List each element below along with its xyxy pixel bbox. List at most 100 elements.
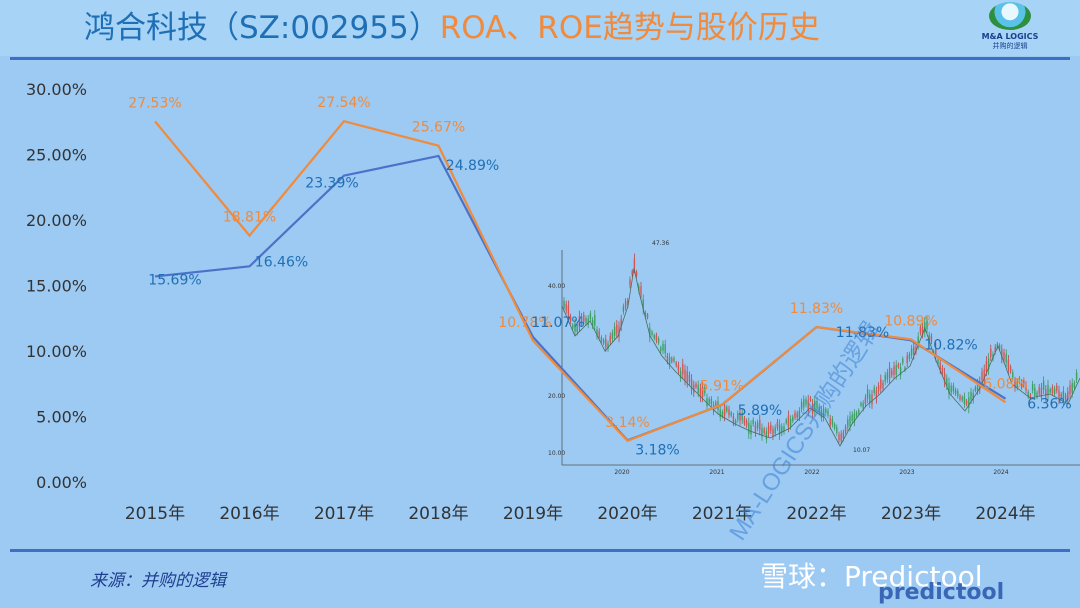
candle-body (772, 429, 774, 437)
candle-body (818, 406, 820, 413)
candle-body (954, 389, 957, 394)
candle-body (649, 327, 651, 338)
candle-body (754, 425, 757, 433)
page-title: 鸿合科技（SZ:002955）ROA、ROE趋势与股价历史 (84, 8, 820, 48)
candle-body (781, 426, 783, 434)
candle-body (682, 363, 684, 375)
candle-body (822, 408, 825, 418)
candle-body (899, 367, 902, 376)
inset-y-tick: 20.00 (548, 393, 565, 400)
candle-body (759, 419, 761, 431)
roa-roe-chart: 40.00 20.00 10.00 2020 2021 2022 2023 2024 47.36… (26, 80, 1080, 545)
inset-x-tick: 2020 (614, 469, 629, 476)
y-tick-label: 25.00% (26, 146, 87, 165)
candle-body (976, 382, 979, 392)
y-axis: 0.00% 5.00% 10.00% 15.00% 20.00% 25.00% 30.00% (26, 80, 87, 492)
candle-body (913, 346, 915, 356)
candle-body (613, 326, 616, 336)
candle-body (943, 372, 946, 383)
candle-body (811, 403, 814, 414)
candle-body (708, 398, 710, 404)
candle-body (851, 414, 853, 421)
moving-average-line (561, 267, 1080, 447)
candle-body (919, 327, 922, 333)
candle-body (877, 385, 880, 392)
candle-body (600, 337, 603, 342)
candle-body (679, 371, 682, 379)
candle-body (565, 303, 567, 311)
inset-x-tick: 2023 (899, 469, 914, 476)
candle-body (622, 306, 625, 312)
candle-body (829, 418, 831, 426)
candle-body (594, 315, 596, 326)
candle-body (710, 398, 713, 405)
candle-body (1042, 380, 1045, 390)
candle-body (770, 424, 772, 431)
candle-body (569, 316, 572, 322)
title-company: 鸿合科技（SZ:002955） (84, 10, 440, 46)
candle-body (987, 358, 990, 370)
candle-body (578, 315, 581, 327)
candle-body (620, 318, 622, 327)
candle-body (1027, 391, 1029, 397)
candle-body (1071, 383, 1073, 393)
candle-body (671, 358, 673, 362)
roe-data-label: 27.54% (317, 95, 370, 111)
candle-body (774, 427, 776, 434)
candle-body (910, 348, 913, 356)
candle-body (752, 419, 754, 425)
candle-body (1051, 387, 1054, 393)
candle-body (763, 428, 765, 433)
candle-body (844, 426, 847, 432)
candle-body (1067, 391, 1069, 401)
candle-body (853, 413, 856, 422)
candle-body (1020, 381, 1023, 388)
candle-body (666, 355, 669, 362)
candle-body (941, 367, 944, 374)
candle-body (932, 350, 935, 354)
inset-annotation-high: 47.36 (652, 240, 669, 247)
candle-body (602, 339, 605, 344)
candle-body (651, 331, 653, 335)
candle-body (930, 335, 933, 342)
candle-body (726, 406, 728, 412)
candle-body (1007, 359, 1010, 370)
inset-x-tick: 2021 (709, 469, 724, 476)
candle-body (902, 358, 904, 364)
roe-data-label: 25.67% (412, 120, 465, 136)
candle-body (635, 271, 638, 276)
candle-body (587, 318, 589, 325)
candle-body (1034, 387, 1036, 396)
candle-body (869, 394, 871, 404)
candle-body (1038, 387, 1040, 394)
inset-x-tick: 2024 (993, 469, 1008, 476)
candle-body (699, 388, 702, 398)
candle-body (657, 338, 660, 343)
candle-body (961, 396, 963, 401)
candle-body (840, 433, 842, 441)
candle-body (741, 413, 743, 421)
candle-body (761, 427, 763, 437)
candle-body (662, 343, 664, 351)
candle-body (970, 391, 972, 400)
source-note: 来源：并购的逻辑 (90, 571, 226, 591)
candle-body (952, 385, 955, 392)
candle-body (820, 410, 823, 418)
candle-body (996, 343, 999, 348)
candle-body (567, 305, 570, 316)
roe-data-label: 6.08% (983, 376, 1027, 392)
candle-body (580, 316, 583, 323)
candle-body (924, 322, 926, 333)
candle-body (972, 392, 974, 401)
candle-body (888, 367, 891, 379)
candle-body (684, 369, 686, 381)
candle-body (642, 299, 644, 310)
candle-body (926, 320, 928, 329)
candle-body (673, 357, 675, 362)
candle-body (1045, 389, 1047, 398)
candle-body (884, 375, 886, 382)
logo-name: M&A LOGICS (981, 32, 1039, 41)
candle-body (706, 397, 708, 407)
candle-body (895, 365, 897, 375)
candle-body (1031, 383, 1034, 391)
